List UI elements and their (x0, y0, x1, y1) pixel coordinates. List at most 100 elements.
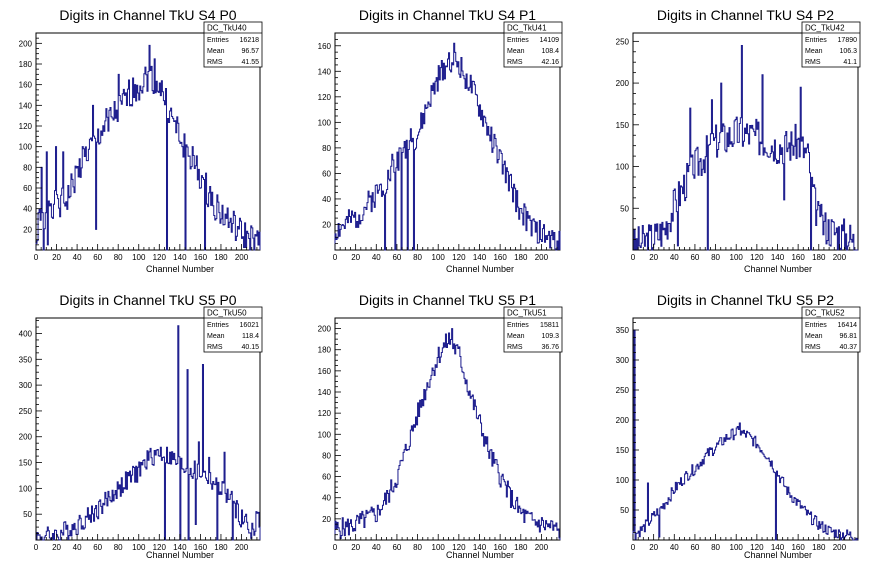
stats-mean-label: Mean (507, 48, 525, 55)
stats-box: DC_TkU40 Entries 16218 Mean 96.57 RMS 41.55 (203, 21, 263, 68)
stats-rms-label: RMS (805, 59, 821, 66)
x-tick-label: 160 (493, 253, 507, 262)
histogram-series (633, 45, 858, 251)
stats-entries-label: Entries (507, 37, 529, 44)
x-tick-label: 160 (791, 543, 805, 552)
stats-mean-value: 106.3 (839, 48, 857, 55)
y-tick-label: 160 (318, 367, 332, 376)
y-tick-label: 100 (318, 430, 332, 439)
x-tick-label: 0 (333, 543, 338, 552)
x-tick-label: 40 (73, 253, 82, 262)
x-tick-label: 140 (173, 543, 187, 552)
x-tick-label: 20 (351, 253, 360, 262)
x-tick-label: 140 (771, 253, 785, 262)
stats-box: DC_TkU41 Entries 14109 Mean 108.4 RMS 42.16 (503, 21, 563, 68)
y-tick-label: 400 (19, 329, 33, 338)
y-tick-label: 40 (322, 195, 331, 204)
x-tick-label: 120 (452, 253, 466, 262)
histogram-panel: Digits in Channel TkU S4 P1 0 20 40 60 80 100 1… (318, 7, 563, 274)
stats-box: DC_TkU42 Entries 17890 Mean 106.3 RMS 41.1 (801, 21, 861, 68)
histogram-series (334, 328, 561, 540)
stats-rms-label: RMS (207, 59, 223, 66)
y-tick-label: 150 (19, 459, 33, 468)
x-tick-label: 0 (631, 543, 636, 552)
y-tick-label: 100 (318, 118, 332, 127)
y-tick-label: 120 (318, 409, 332, 418)
histogram-series (334, 42, 561, 251)
stats-histogram-name: DC_TkU51 (507, 309, 547, 318)
stats-entries-value: 16021 (240, 322, 260, 329)
x-tick-label: 160 (791, 253, 805, 262)
plot-frame (632, 317, 859, 541)
stats-mean-value: 96.57 (241, 48, 259, 55)
chart-title: Digits in Channel TkU S5 P0 (59, 292, 236, 308)
stats-rms-value: 41.55 (241, 59, 259, 66)
y-tick-label: 60 (322, 169, 331, 178)
stats-entries-label: Entries (805, 322, 827, 329)
y-tick-label: 100 (19, 484, 33, 493)
x-tick-label: 80 (413, 543, 422, 552)
x-tick-label: 0 (34, 543, 39, 552)
x-tick-label: 60 (392, 543, 401, 552)
x-tick-label: 120 (750, 253, 764, 262)
x-tick-label: 200 (235, 253, 249, 262)
x-tick-label: 160 (493, 543, 507, 552)
stats-box-frame (503, 306, 563, 353)
stats-rms-value: 42.16 (541, 59, 559, 66)
y-tick-label: 160 (19, 81, 33, 90)
stats-box-frame (203, 306, 263, 353)
histogram-series (632, 329, 859, 541)
x-tick-label: 160 (194, 253, 208, 262)
histogram-panel: Digits in Channel TkU S5 P2 0 20 40 60 80 100 1… (616, 292, 861, 560)
stats-box: DC_TkU52 Entries 16414 Mean 96.81 RMS 40.37 (801, 306, 861, 353)
histogram-series (36, 325, 261, 541)
y-tick-label: 200 (616, 79, 630, 88)
x-tick-label: 140 (473, 543, 487, 552)
stats-rms-value: 41.1 (843, 59, 857, 66)
stats-mean-value: 109.3 (541, 333, 559, 340)
histogram-panel: Digits in Channel TkU S5 P0 0 20 40 60 80 100 1… (19, 292, 263, 560)
x-tick-label: 80 (114, 543, 123, 552)
y-tick-label: 250 (616, 37, 630, 46)
x-axis-label: Channel Number (146, 550, 214, 560)
histogram-series (35, 44, 261, 251)
y-tick-label: 40 (322, 494, 331, 503)
plot-frame (632, 32, 859, 251)
x-tick-label: 80 (114, 253, 123, 262)
plot-frame (35, 317, 261, 541)
stats-histogram-name: DC_TkU40 (207, 24, 247, 33)
stats-box-frame (503, 21, 563, 68)
x-tick-label: 20 (52, 543, 61, 552)
stats-box: DC_TkU50 Entries 16021 Mean 118.4 RMS 40.15 (203, 306, 263, 353)
stats-mean-label: Mean (805, 333, 823, 340)
x-tick-label: 140 (473, 253, 487, 262)
y-tick-label: 140 (318, 388, 332, 397)
stats-entries-value: 17890 (838, 37, 858, 44)
x-axis-label: Channel Number (146, 264, 214, 274)
x-axis-label: Channel Number (744, 550, 812, 560)
stats-mean-value: 108.4 (541, 48, 559, 55)
stats-entries-label: Entries (207, 37, 229, 44)
stats-mean-label: Mean (507, 333, 525, 340)
x-tick-label: 20 (52, 253, 61, 262)
y-tick-label: 180 (19, 60, 33, 69)
x-tick-label: 100 (730, 253, 744, 262)
stats-box-frame (203, 21, 263, 68)
y-tick-label: 50 (23, 510, 32, 519)
stats-histogram-name: DC_TkU41 (507, 24, 547, 33)
x-tick-label: 180 (812, 543, 826, 552)
x-tick-label: 80 (413, 253, 422, 262)
y-tick-label: 100 (616, 163, 630, 172)
x-tick-label: 120 (452, 543, 466, 552)
x-tick-label: 100 (730, 543, 744, 552)
x-tick-label: 60 (392, 253, 401, 262)
x-tick-label: 180 (812, 253, 826, 262)
x-tick-label: 0 (631, 253, 636, 262)
x-tick-label: 40 (670, 543, 679, 552)
stats-box: DC_TkU51 Entries 15811 Mean 109.3 RMS 36.76 (503, 306, 563, 353)
x-tick-label: 200 (235, 543, 249, 552)
x-tick-label: 60 (690, 253, 699, 262)
stats-box-frame (801, 21, 861, 68)
y-tick-label: 80 (322, 144, 331, 153)
y-tick-label: 180 (318, 346, 332, 355)
